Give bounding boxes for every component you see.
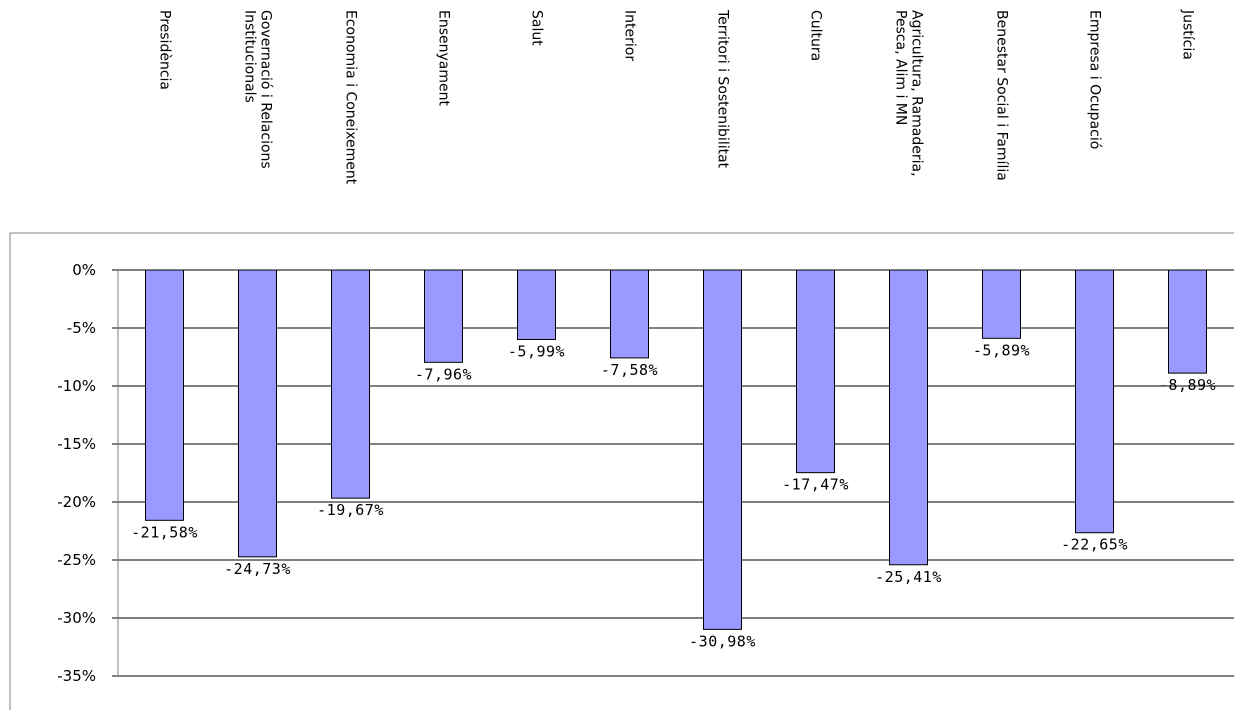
category-label-line: Governació i Relacions [258, 10, 274, 169]
y-tick-label: -25% [57, 551, 96, 569]
gridlines [112, 269, 1234, 677]
bar [331, 269, 370, 499]
category-label-line: Economia i Coneixement [343, 10, 359, 185]
data-label: -24,73% [224, 560, 291, 578]
y-tick-label: -10% [57, 377, 96, 395]
data-labels: -21,58% -24,73% -19,67% -7,96% -5,99% -7,58% -… [131, 341, 1216, 650]
bar [610, 269, 649, 359]
category-label: Salut [529, 10, 545, 46]
bar [424, 269, 463, 363]
category-label: Territori i Sostenibilitat [715, 9, 731, 169]
bar [1075, 269, 1114, 534]
category-label-line: Ensenyament [436, 10, 452, 106]
category-label: Benestar Social i Família [994, 10, 1010, 181]
category-label-line: Benestar Social i Família [994, 10, 1010, 181]
data-label: -8,89% [1159, 376, 1216, 394]
bar [889, 269, 928, 566]
category-label: Cultura [808, 10, 824, 61]
y-tick-label: -15% [57, 435, 96, 453]
bar [238, 269, 277, 558]
category-label: Justícia [1180, 9, 1196, 60]
data-label: -7,96% [415, 365, 472, 383]
category-label-line: Interior [622, 10, 638, 61]
category-label-line: Cultura [808, 10, 824, 61]
data-label: -19,67% [317, 501, 384, 519]
bar [145, 269, 184, 521]
data-label: -22,65% [1061, 536, 1128, 554]
category-label-line: Pesca, Alim i MN [893, 10, 909, 125]
category-label-line: Institucionals [242, 10, 258, 103]
category-label-line: Territori i Sostenibilitat [715, 9, 731, 169]
data-label: -5,89% [973, 341, 1030, 359]
category-label-line: Empresa i Ocupació [1087, 10, 1103, 149]
y-tick-label: -35% [57, 667, 96, 685]
y-tick-label: -30% [57, 609, 96, 627]
category-labels: Presidència Governació i RelacionsInstitu… [157, 9, 1196, 185]
category-label: Interior [622, 10, 638, 61]
category-label: Agricultura, Ramaderia,Pesca, Alim i MN [893, 10, 925, 177]
data-label: -25,41% [875, 568, 942, 586]
category-label-line: Presidència [157, 10, 173, 90]
bar [982, 269, 1021, 339]
bars [145, 269, 1207, 630]
bar [703, 269, 742, 630]
category-label-line: Justícia [1180, 9, 1196, 60]
axes: 0% -5% -10% -15% -20% -25% -30% -35% [9, 232, 1234, 710]
category-label: Economia i Coneixement [343, 10, 359, 185]
data-label: -17,47% [782, 476, 849, 494]
data-label: -21,58% [131, 523, 198, 541]
data-label: -7,58% [601, 361, 658, 379]
bar [517, 269, 556, 340]
category-label: Ensenyament [436, 10, 452, 106]
bar [1168, 269, 1207, 374]
data-label: -30,98% [689, 632, 756, 650]
y-tick-label: -5% [67, 319, 96, 337]
bar [796, 269, 835, 474]
y-tick-label: 0% [72, 261, 96, 279]
category-label: Empresa i Ocupació [1087, 10, 1103, 149]
category-label-line: Salut [529, 10, 545, 46]
category-label: Presidència [157, 10, 173, 90]
data-label: -5,99% [508, 342, 565, 360]
y-tick-label: -20% [57, 493, 96, 511]
category-label-line: Agricultura, Ramaderia, [909, 10, 925, 177]
